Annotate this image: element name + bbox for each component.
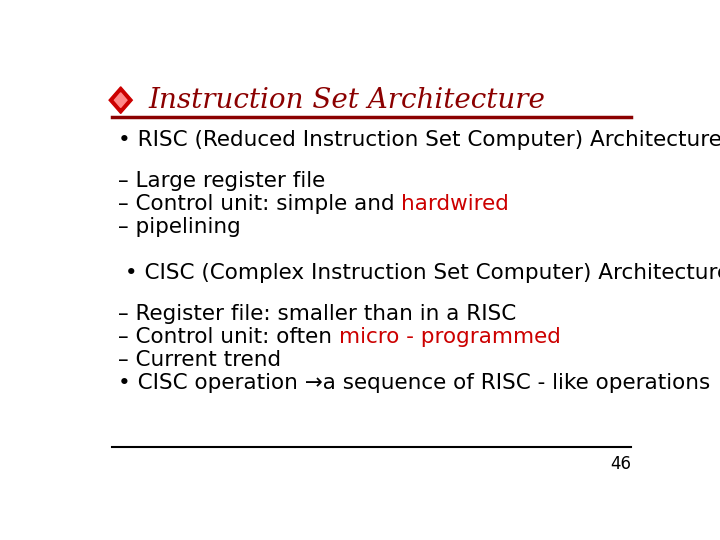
Text: – Register file: smaller than in a RISC: – Register file: smaller than in a RISC [118,304,516,325]
Text: – Current trend: – Current trend [118,350,281,370]
Polygon shape [109,87,132,113]
Text: – Large register file: – Large register file [118,171,325,191]
Text: – pipelining: – pipelining [118,217,240,237]
Text: – Control unit: often: – Control unit: often [118,327,339,347]
Text: micro - programmed: micro - programmed [339,327,561,347]
Text: Instruction Set Architecture: Instruction Set Architecture [148,86,546,113]
Text: • RISC (Reduced Instruction Set Computer) Architectures: • RISC (Reduced Instruction Set Computer… [118,130,720,150]
Text: • CISC operation →a sequence of RISC - like operations: • CISC operation →a sequence of RISC - l… [118,373,710,393]
Text: 46: 46 [611,455,631,473]
Text: hardwired: hardwired [402,194,509,214]
Text: • CISC (Complex Instruction Set Computer) Architectures: • CISC (Complex Instruction Set Computer… [118,262,720,283]
Polygon shape [114,93,127,107]
Text: – Control unit: simple and: – Control unit: simple and [118,194,402,214]
